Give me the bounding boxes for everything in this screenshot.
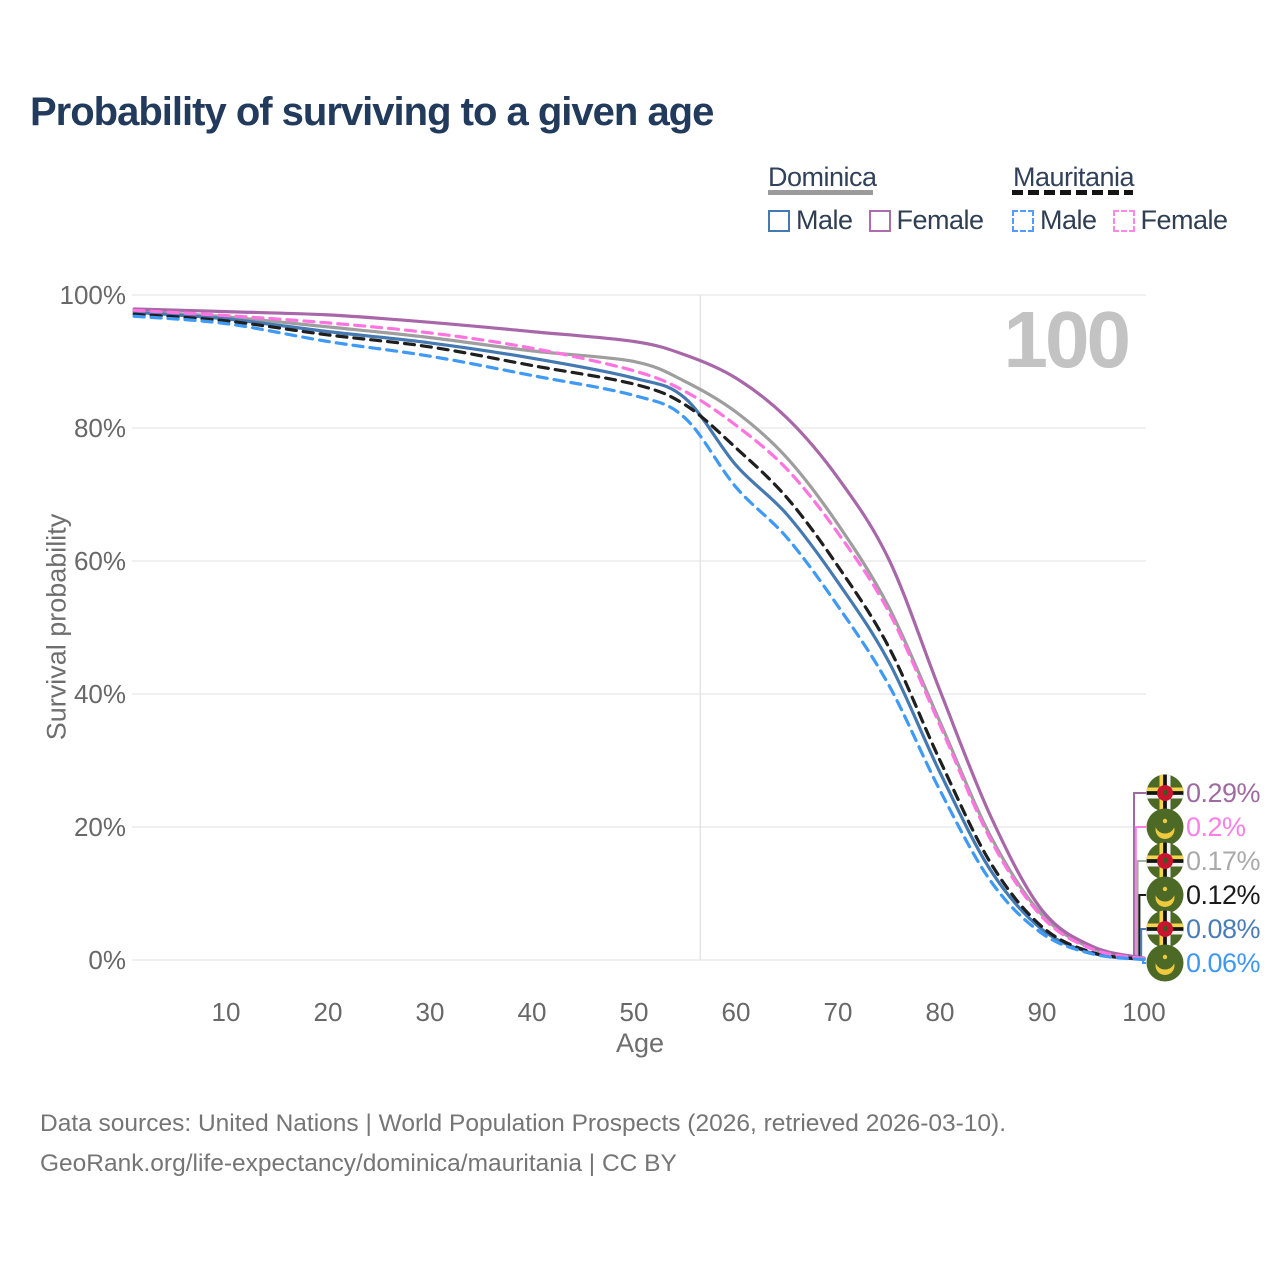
leader-line-dominica-both-sexes — [1136, 860, 1146, 959]
y-axis-title: Survival probability — [41, 513, 72, 741]
legend-swatch-mauritania-male[interactable] — [1012, 209, 1034, 232]
curve-dominica-female — [132, 307, 1146, 960]
x-tick-10: 10 — [211, 997, 241, 1027]
leader-line-dominica-female — [1133, 792, 1146, 959]
curve-mauritania-both-sexes — [132, 312, 1146, 961]
legend-label: Female — [896, 205, 985, 235]
curve-mauritania-male — [132, 314, 1146, 962]
footer-line-sources: Data sources: United Nations | World Pop… — [40, 1110, 1007, 1137]
end-label-mauritania-both-sexes: 0.12% — [1186, 880, 1261, 910]
y-tick-40%: 40% — [73, 679, 126, 709]
legend-item-dominica-male[interactable]: Male — [768, 205, 853, 236]
legend-underline-mauritania — [1012, 190, 1133, 195]
dominica-flag-icon — [1146, 842, 1184, 880]
mauritania-flag-icon — [1146, 808, 1184, 846]
legend-group-title-dominica: Dominica — [768, 162, 877, 192]
curve-mauritania-female — [132, 308, 1146, 961]
end-label-dominica-both-sexes: 0.17% — [1186, 846, 1261, 876]
x-tick-60: 60 — [721, 997, 751, 1027]
mauritania-flag-icon — [1146, 944, 1184, 982]
legend-item-mauritania-female[interactable]: Female — [1112, 205, 1229, 236]
x-tick-50: 50 — [619, 997, 649, 1027]
legend-items-mauritania: Male Female — [1012, 205, 1228, 236]
page-title: Probability of surviving to a given age — [30, 90, 714, 134]
x-tick-80: 80 — [925, 997, 955, 1027]
legend-items-dominica: Male Female — [768, 205, 984, 236]
end-label-dominica-male: 0.08% — [1186, 914, 1261, 944]
legend-label: Male — [1040, 205, 1097, 235]
legend-swatch-dominica-male[interactable] — [768, 209, 790, 232]
legend-underline-dominica — [768, 190, 873, 195]
x-tick-40: 40 — [517, 997, 547, 1027]
end-label-mauritania-male: 0.06% — [1186, 948, 1261, 978]
age-watermark: 100 — [1003, 295, 1131, 384]
leader-line-mauritania-female — [1134, 826, 1146, 959]
footer-attribution: Data sources: United Nations | World Pop… — [40, 1104, 1006, 1184]
y-tick-20%: 20% — [73, 812, 126, 842]
curve-dominica-both-sexes — [132, 309, 1146, 961]
x-tick-30: 30 — [415, 997, 445, 1027]
x-tick-20: 20 — [313, 997, 343, 1027]
y-tick-60%: 60% — [73, 546, 126, 576]
legend-label: Male — [796, 205, 853, 235]
y-tick-80%: 80% — [73, 413, 126, 443]
x-tick-70: 70 — [823, 997, 853, 1027]
y-tick-100%: 100% — [59, 280, 127, 310]
x-axis-title: Age — [615, 1028, 665, 1058]
y-tick-0%: 0% — [88, 945, 126, 975]
footer-line-url: GeoRank.org/life-expectancy/dominica/mau… — [40, 1150, 677, 1177]
legend-swatch-dominica-female[interactable] — [868, 209, 891, 232]
legend-swatch-mauritania-female[interactable] — [1112, 209, 1135, 232]
leader-line-mauritania-both-sexes — [1138, 894, 1146, 960]
leader-line-dominica-male — [1140, 928, 1146, 960]
dominica-flag-icon — [1146, 774, 1184, 812]
x-tick-90: 90 — [1027, 997, 1057, 1027]
legend-label: Female — [1140, 205, 1229, 235]
end-label-dominica-female: 0.29% — [1186, 778, 1261, 808]
curve-dominica-male — [132, 310, 1146, 962]
end-label-mauritania-female: 0.2% — [1186, 812, 1246, 842]
mauritania-flag-icon — [1146, 876, 1184, 914]
dominica-flag-icon — [1146, 910, 1184, 948]
legend-item-dominica-female[interactable]: Female — [868, 205, 985, 236]
legend-group-title-mauritania: Mauritania — [1013, 162, 1135, 192]
x-tick-100: 100 — [1122, 997, 1166, 1027]
legend-item-mauritania-male[interactable]: Male — [1012, 205, 1097, 236]
